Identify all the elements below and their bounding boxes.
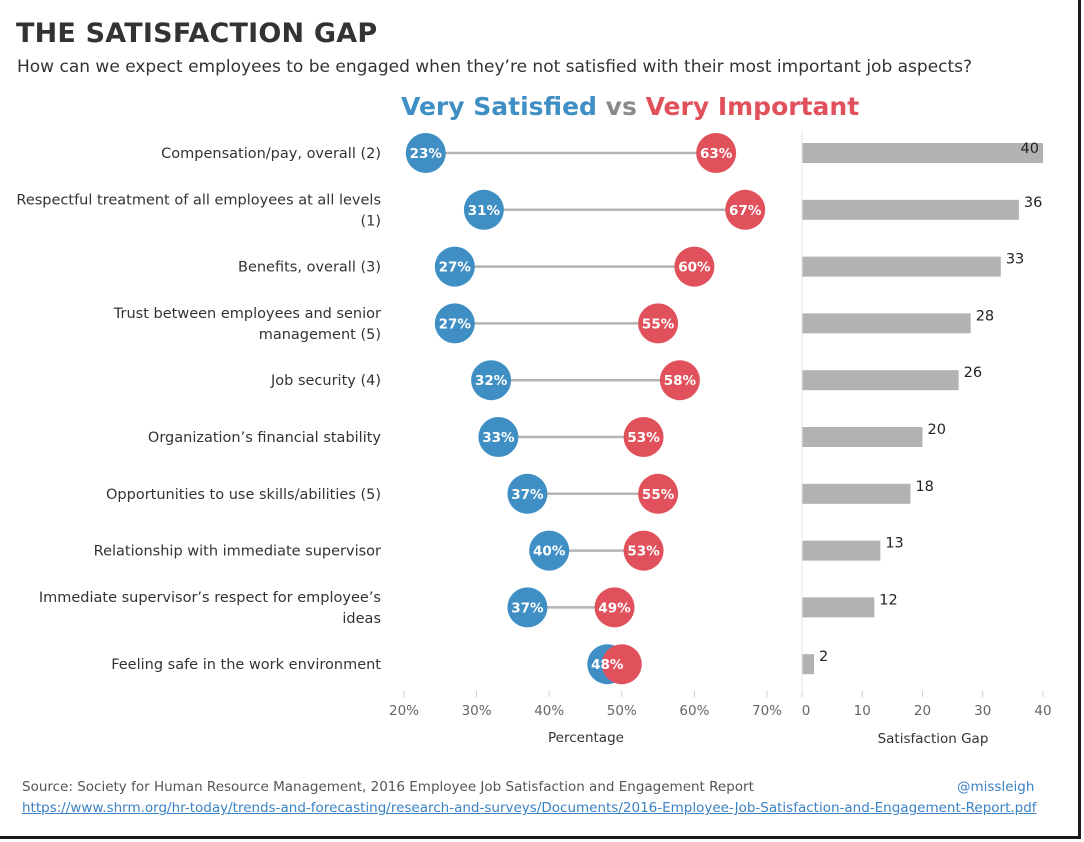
gap-value-label: 18	[915, 479, 933, 495]
satisfied-dot	[471, 360, 512, 401]
satisfied-label: 31%	[468, 203, 501, 219]
chart-title: THE SATISFACTION GAP	[16, 18, 378, 49]
gap-value-label: 28	[976, 308, 994, 324]
twitter-handle-link[interactable]: @missleigh	[957, 779, 1035, 795]
satisfied-dot	[507, 587, 548, 628]
satisfied-dot	[529, 530, 570, 571]
x-tick-label: 50%	[607, 703, 637, 719]
gap-bar	[802, 427, 923, 447]
gap-bar	[802, 540, 881, 561]
x-tick-label: 20%	[389, 703, 419, 719]
important-dot	[601, 644, 642, 685]
category-label: Trust between employees and senior	[113, 306, 381, 322]
gap-tick-label: 10	[854, 703, 871, 719]
important-label: 53%	[627, 544, 660, 560]
important-dot	[594, 587, 635, 628]
gap-value-label: 20	[928, 422, 946, 438]
satisfied-label: 33%	[482, 430, 515, 446]
important-dot	[638, 303, 679, 344]
gap-tick-label: 20	[914, 703, 931, 719]
important-dot	[674, 246, 715, 287]
category-label: Respectful treatment of all employees at…	[16, 192, 381, 208]
gap-bar	[802, 313, 971, 334]
category-label: Opportunities to use skills/abilities (5…	[106, 487, 381, 503]
important-label: 58%	[664, 373, 697, 389]
category-label: Benefits, overall (3)	[238, 260, 381, 276]
important-label: 60%	[678, 260, 711, 276]
category-label: Feeling safe in the work environment	[111, 657, 381, 673]
gap-value-label: 36	[1024, 195, 1042, 211]
satisfied-label: 48%	[591, 657, 624, 673]
category-label: (1)	[360, 213, 381, 229]
source-note: Source: Society for Human Resource Manag…	[22, 779, 754, 795]
satisfied-dot	[434, 303, 475, 344]
gap-value-label: 26	[964, 365, 982, 381]
gap-value-label: 33	[1006, 252, 1024, 268]
category-label: Relationship with immediate supervisor	[94, 544, 381, 560]
legend-very-satisfied: Very Satisfied	[401, 92, 597, 121]
important-dot	[725, 189, 766, 230]
gap-value-label: 40	[1021, 141, 1039, 157]
satisfied-label: 27%	[439, 316, 472, 332]
satisfied-dot	[463, 189, 504, 230]
important-dot	[623, 530, 664, 571]
satisfied-label: 23%	[410, 146, 443, 162]
gap-value-label: 12	[879, 592, 897, 608]
chart-subtitle: How can we expect employees to be engage…	[17, 57, 973, 77]
category-label: Compensation/pay, overall (2)	[161, 146, 381, 162]
satisfied-label: 32%	[475, 373, 508, 389]
gap-bar	[802, 143, 1043, 163]
satisfied-dot	[507, 473, 548, 514]
gap-tick-label: 40	[1034, 703, 1051, 719]
category-label: Immediate supervisor’s respect for emplo…	[39, 590, 381, 606]
gap-tick-label: 0	[802, 703, 811, 719]
satisfied-dot	[434, 246, 475, 287]
category-label: Job security (4)	[270, 373, 381, 389]
important-label: 53%	[627, 430, 660, 446]
satisfied-label: 27%	[439, 260, 472, 276]
important-dot	[638, 473, 679, 514]
x-tick-label: 30%	[462, 703, 492, 719]
dumbbell-chart: Compensation/pay, overall (2) 23% 63% Respe…	[16, 133, 782, 746]
important-label: 55%	[642, 487, 675, 503]
gap-bar	[802, 483, 911, 504]
legend-very-important: Very Important	[645, 92, 860, 121]
important-label: 55%	[642, 316, 675, 332]
x-axis-title: Percentage	[548, 730, 624, 746]
gap-axis-title: Satisfaction Gap	[878, 731, 989, 747]
category-label: management (5)	[259, 327, 381, 343]
gap-bar	[802, 256, 1001, 277]
important-dot	[696, 133, 737, 173]
gap-value-label: 13	[885, 536, 903, 552]
legend: Very Satisfied vs Very Important	[401, 92, 859, 121]
x-tick-label: 60%	[679, 703, 709, 719]
important-label: 67%	[729, 203, 762, 219]
important-label: 63%	[700, 146, 733, 162]
satisfied-label: 40%	[533, 544, 566, 560]
gap-value-label: 2	[819, 649, 828, 665]
satisfied-label: 37%	[511, 600, 544, 616]
x-tick-label: 70%	[752, 703, 782, 719]
category-label: ideas	[342, 611, 381, 627]
chart-area: Compensation/pay, overall (2) 23% 63% Respe…	[16, 130, 1052, 747]
satisfied-dot	[478, 417, 519, 457]
satisfied-dot	[405, 133, 446, 173]
category-label: Organization’s financial stability	[148, 430, 381, 446]
important-dot	[659, 360, 700, 401]
important-label: 49%	[598, 600, 631, 616]
gap-tick-label: 30	[974, 703, 991, 719]
satisfied-label: 37%	[511, 487, 544, 503]
gap-bar	[802, 597, 875, 618]
important-dot	[623, 417, 664, 457]
gap-bar	[802, 370, 959, 391]
gap-bar	[802, 654, 815, 675]
x-tick-label: 40%	[534, 703, 564, 719]
gap-bar	[802, 199, 1019, 220]
legend-vs: vs	[605, 92, 637, 121]
source-url-link[interactable]: https://www.shrm.org/hr-today/trends-and…	[22, 800, 1037, 816]
